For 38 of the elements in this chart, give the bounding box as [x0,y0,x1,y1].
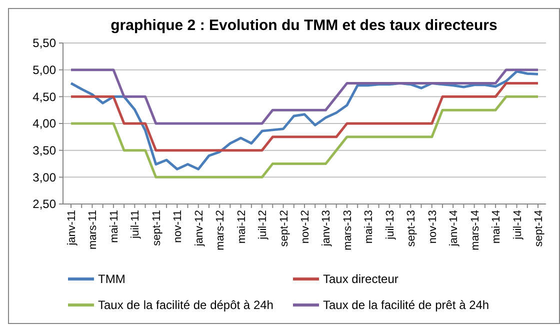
x-tick-label: mai-14 [490,210,503,244]
x-tick-label: juil-11 [130,210,142,240]
y-tick-label: 3,50 [32,144,56,158]
x-tick-label: janv-11 [66,210,78,246]
x-tick-label: janv-12 [193,210,206,248]
x-tick-label: mars-11 [87,210,100,250]
x-tick-label: mars-14 [469,210,482,250]
x-tick-label: sept-13 [406,210,418,247]
line-series [70,82,540,152]
x-tick-label: sept-11 [150,210,163,246]
y-tick-label: 5,00 [32,63,56,78]
x-tick-label: sept-14 [533,210,545,247]
line-series [70,68,540,125]
x-tick-label: juil-14 [512,210,524,240]
line-series [70,95,540,178]
x-tick-label: nov-11 [172,210,184,243]
x-tick-label: sept-12 [278,210,290,247]
x-tick-label: mars-13 [342,210,354,250]
chart-title: graphique 2 : Evolution du TMM et des taux directeurs [110,17,498,34]
y-tick-label: 4,00 [32,116,56,131]
x-tick-label: nov-13 [426,210,439,244]
legend-label: Taux directeur [323,272,398,286]
x-tick-label: juil-12 [257,210,270,240]
y-tick-label: 2,50 [32,197,56,212]
x-tick-label: janv-14 [448,210,460,248]
y-tick-label: 4,50 [32,90,56,104]
x-tick-label: mai-13 [363,210,376,244]
x-tick-label: janv-13 [320,210,333,248]
x-tick-label: mai-11 [108,210,120,243]
x-tick-label: nov-12 [300,210,312,244]
y-tick-label: 3,00 [32,170,56,184]
legend-label: Taux de la facilité de prêt à 24h [323,298,490,312]
x-tick-label: mai-12 [236,210,248,244]
legend-label: TMM [98,272,126,286]
y-tick-label: 5,50 [32,36,56,50]
legend-label: Taux de la facilité de dépôt à 24h [98,298,274,312]
x-tick-label: mars-12 [214,210,227,250]
x-tick-label: juil-13 [384,210,396,240]
